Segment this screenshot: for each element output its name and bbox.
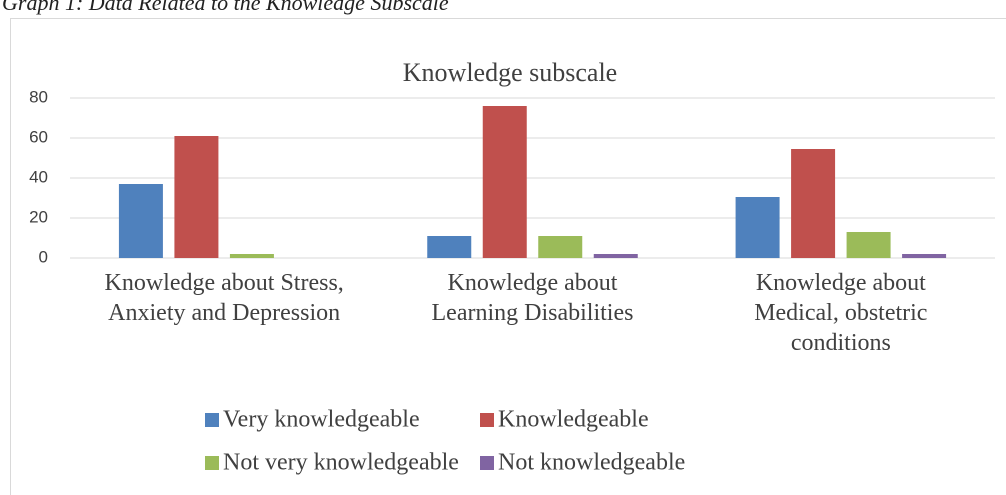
x-tick-label: Knowledge about Stress, Anxiety and Depr… (104, 270, 344, 326)
legend-label: Not knowledgeable (498, 450, 685, 476)
bar (902, 254, 947, 258)
y-tick-label: 80 (29, 87, 48, 106)
legend-label: Very knowledgeable (223, 407, 420, 433)
y-tick-label: 0 (39, 247, 48, 266)
legend-swatch (205, 413, 219, 427)
y-tick-label: 40 (29, 167, 48, 186)
legend-label: Not very knowledgeable (223, 450, 459, 476)
x-tick-label: Knowledge about Medical, obstetric condi… (754, 270, 928, 356)
bar (482, 106, 527, 258)
y-tick-label: 60 (29, 127, 48, 146)
legend-swatch (205, 456, 219, 470)
chart-title: Knowledge subscale (403, 58, 617, 87)
legend-swatch (480, 413, 494, 427)
x-tick-label: Knowledge about Learning Disabilities (431, 270, 634, 326)
bar (538, 236, 583, 258)
bar (118, 184, 163, 258)
y-tick-label: 20 (29, 207, 48, 226)
bar (174, 136, 219, 258)
bar (229, 254, 274, 258)
bar (593, 254, 638, 258)
bar (846, 232, 891, 258)
bar (735, 197, 780, 258)
bar (427, 236, 472, 258)
bar (791, 149, 836, 258)
legend-swatch (480, 456, 494, 470)
legend-label: Knowledgeable (498, 407, 649, 433)
caption: Graph 1: Data Related to the Knowledge S… (2, 0, 449, 15)
